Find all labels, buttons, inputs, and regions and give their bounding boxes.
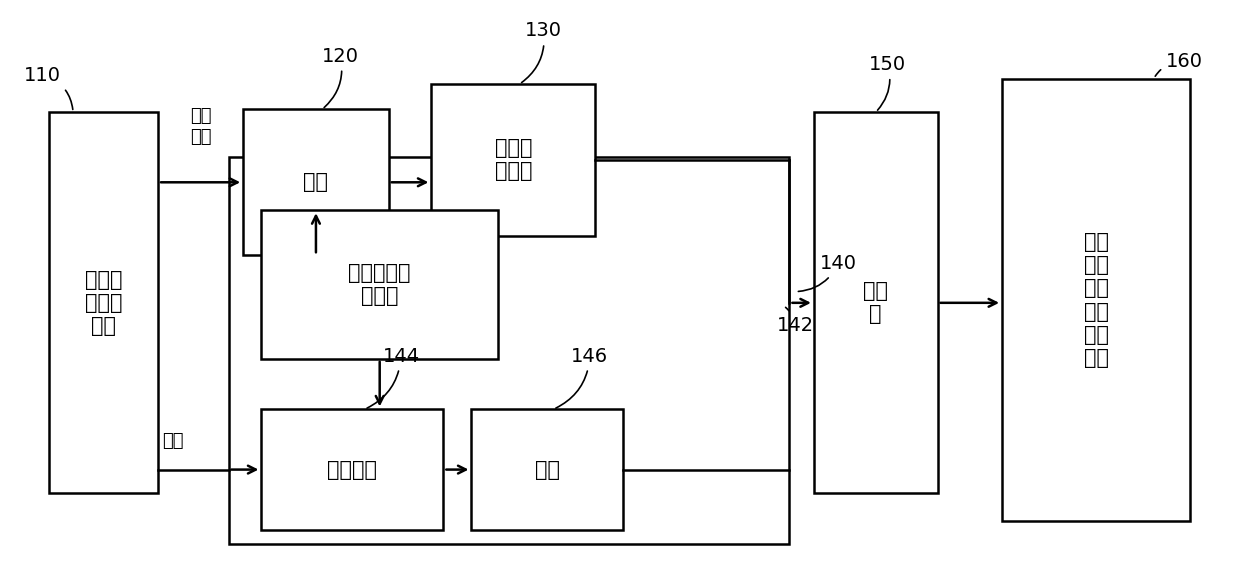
FancyBboxPatch shape: [243, 109, 389, 255]
FancyBboxPatch shape: [1002, 78, 1191, 522]
FancyBboxPatch shape: [261, 410, 444, 530]
Text: 量化: 量化: [535, 459, 560, 479]
Text: 编码
后的
三维
数据
点集
数据: 编码 后的 三维 数据 点集 数据: [1084, 232, 1109, 368]
Text: 110: 110: [25, 66, 73, 109]
Text: 熵编
码: 熵编 码: [864, 281, 888, 324]
Text: 130: 130: [522, 21, 563, 82]
Text: 150: 150: [870, 55, 907, 110]
FancyBboxPatch shape: [48, 112, 159, 494]
FancyBboxPatch shape: [228, 157, 789, 544]
Text: 160: 160: [1155, 52, 1203, 76]
Text: 位置
坐标: 位置 坐标: [190, 107, 212, 146]
FancyBboxPatch shape: [471, 410, 623, 530]
Text: 量化: 量化: [304, 172, 328, 192]
Text: 属性: 属性: [162, 432, 183, 450]
Text: 预测编码: 预测编码: [327, 459, 378, 479]
FancyBboxPatch shape: [814, 112, 938, 494]
Text: 120: 120: [322, 47, 359, 108]
Text: 146: 146: [556, 347, 608, 408]
Text: 144: 144: [367, 347, 420, 408]
Text: 三维数
据点集
数据: 三维数 据点集 数据: [84, 269, 123, 336]
Text: 位置坐
标编码: 位置坐 标编码: [494, 138, 532, 181]
FancyBboxPatch shape: [431, 84, 595, 236]
Text: 140: 140: [798, 254, 856, 291]
Text: 142: 142: [777, 307, 814, 335]
Text: 生成层次编
码方案: 生成层次编 码方案: [348, 263, 411, 306]
FancyBboxPatch shape: [261, 210, 498, 359]
